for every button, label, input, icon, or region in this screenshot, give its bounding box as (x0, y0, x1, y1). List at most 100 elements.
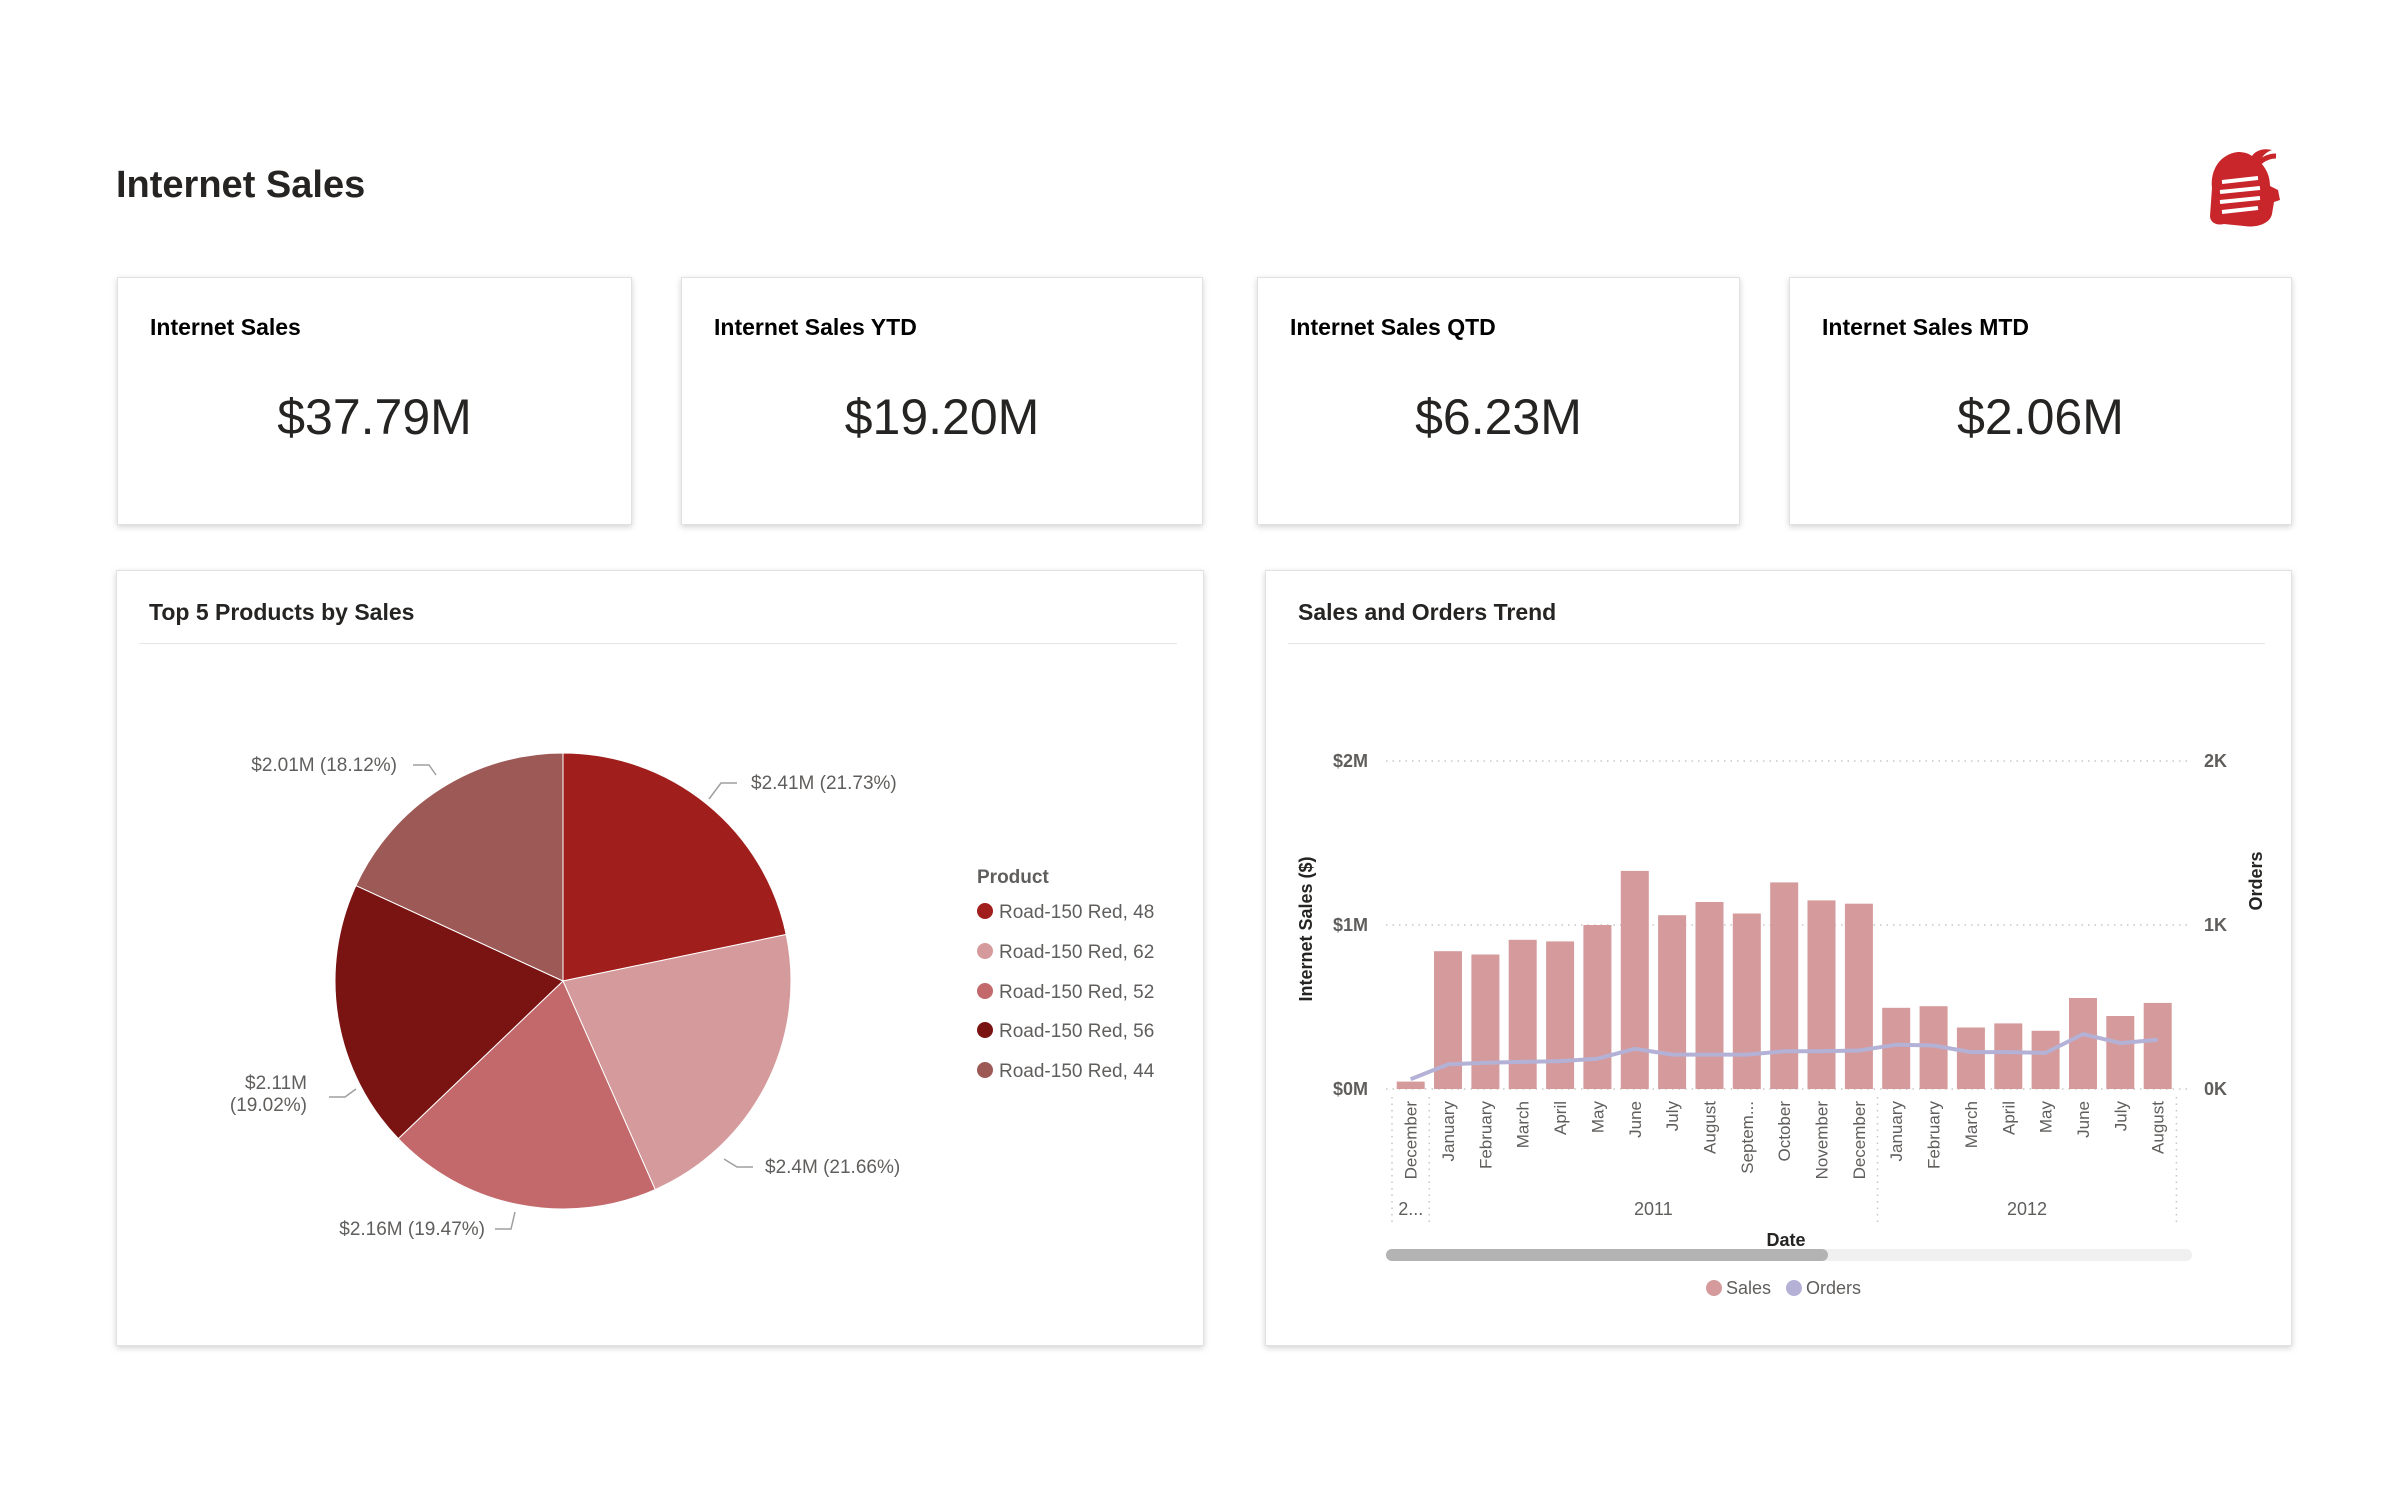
x-tick-label: November (1813, 1101, 1832, 1180)
sales-bar[interactable] (1695, 902, 1724, 1089)
y2-axis-title: Orders (2246, 851, 2266, 910)
y-axis-title: Internet Sales ($) (1296, 856, 1316, 1001)
sales-orders-trend-panel[interactable]: Sales and Orders Trend December January Fe… (1265, 570, 2292, 1346)
panel-divider (1288, 643, 2265, 644)
pie-slice[interactable] (355, 752, 564, 982)
sales-bar[interactable] (1882, 1007, 1911, 1089)
orders-line[interactable] (1409, 1032, 2158, 1082)
kpi-value: $37.79M (277, 389, 472, 445)
x-tick-label: May (2037, 1101, 2056, 1134)
x-tick-label: December (1402, 1101, 1421, 1180)
legend-item[interactable]: Road-150 Red, 62 (977, 942, 1154, 963)
sales-bar[interactable] (1844, 903, 1873, 1089)
x-tick-label: April (1551, 1101, 1570, 1135)
panel-title: Sales and Orders Trend (1298, 599, 1557, 625)
pie-data-label: (19.02%) (230, 1095, 307, 1116)
kpi-title: Internet Sales (150, 314, 301, 340)
kpi-card-internet-sales-mtd[interactable]: Internet Sales MTD $2.06M (1789, 277, 2292, 525)
panel-divider (139, 643, 1177, 644)
legend-label: Road-150 Red, 62 (999, 942, 1154, 963)
x-tick-label: February (1476, 1101, 1495, 1170)
combo-chart: December January February March April May June… (1296, 751, 2266, 1298)
sales-bar[interactable] (1583, 925, 1612, 1089)
pie-data-label: $2.4M (21.66%) (765, 1157, 900, 1178)
legend-item[interactable]: Road-150 Red, 56 (977, 1021, 1154, 1042)
sales-bar[interactable] (2106, 1016, 2135, 1089)
legend-marker (977, 943, 993, 959)
x-tick-label: October (1775, 1101, 1794, 1162)
kpi-card-internet-sales-qtd[interactable]: Internet Sales QTD $6.23M (1257, 277, 1740, 525)
x-group-label: 2012 (2007, 1199, 2047, 1219)
pie-data-label: $2.01M (18.12%) (251, 755, 397, 776)
sales-bar[interactable] (1546, 941, 1575, 1089)
sales-bar[interactable] (1508, 939, 1537, 1089)
legend-item[interactable]: Road-150 Red, 52 (977, 982, 1154, 1003)
sales-bar[interactable] (1994, 1023, 2023, 1089)
x-tick-label: January (1887, 1101, 1906, 1162)
legend-label: Sales (1726, 1278, 1771, 1298)
x-group-label: 2011 (1634, 1199, 1673, 1219)
sales-bar[interactable] (1807, 900, 1836, 1089)
legend-label: Road-150 Red, 48 (999, 902, 1154, 923)
leader-line (329, 1088, 357, 1098)
x-group-label: 2... (1398, 1199, 1423, 1219)
pie-slice[interactable] (562, 752, 787, 982)
sales-bar[interactable] (2069, 998, 2097, 1089)
x-tick-label: July (1663, 1101, 1682, 1132)
kpi-card-internet-sales[interactable]: Internet Sales $37.79M (117, 277, 632, 525)
pie-slice[interactable] (562, 933, 792, 1191)
sales-bar[interactable] (1471, 954, 1500, 1090)
y2-tick-label: 0K (2204, 1079, 2227, 1099)
legend-item[interactable]: Road-150 Red, 44 (977, 1061, 1155, 1082)
leader-line (708, 782, 737, 800)
pie-data-label: $2.41M (21.73%) (751, 773, 897, 794)
sales-bar[interactable] (1396, 1081, 1425, 1089)
x-tick-label: May (1588, 1101, 1607, 1134)
legend-item[interactable]: Orders (1786, 1278, 1861, 1298)
kpi-title: Internet Sales QTD (1290, 314, 1496, 340)
pie-slice[interactable] (397, 980, 656, 1210)
sales-bar[interactable] (1956, 1027, 1985, 1090)
x-tick-label: Septem... (1738, 1101, 1757, 1174)
pie-slice[interactable] (334, 884, 564, 1140)
x-tick-label: December (1850, 1101, 1869, 1180)
x-tick-label: January (1439, 1101, 1458, 1162)
x-tick-label: March (1962, 1101, 1981, 1148)
sales-bar[interactable] (2143, 1002, 2172, 1089)
x-tick-label: February (1925, 1101, 1944, 1170)
y-tick-label: $0M (1333, 1079, 1368, 1099)
kpi-value: $6.23M (1415, 389, 1582, 445)
legend-title: Product (977, 867, 1049, 888)
legend-item[interactable]: Road-150 Red, 48 (977, 902, 1154, 923)
sales-bar[interactable] (2031, 1030, 2060, 1089)
kpi-title: Internet Sales MTD (1822, 314, 2030, 340)
x-tick-label: August (2149, 1101, 2168, 1154)
y2-tick-label: 1K (2204, 915, 2227, 935)
page-title: Internet Sales (116, 164, 366, 206)
leader-line (495, 1211, 516, 1230)
panel-title: Top 5 Products by Sales (149, 599, 415, 625)
sales-bar[interactable] (1658, 915, 1687, 1089)
scrollbar-thumb (1386, 1249, 1828, 1261)
x-tick-label: July (2111, 1101, 2130, 1132)
pie-data-label: $2.11M (245, 1073, 307, 1094)
top-products-panel[interactable]: Top 5 Products by Sales $2.41M (21.73%) … (116, 570, 1204, 1346)
legend-marker-sales (1706, 1280, 1722, 1296)
x-axis-title: Date (1766, 1230, 1805, 1250)
sales-bar[interactable] (1732, 913, 1761, 1090)
x-tick-label: March (1514, 1101, 1533, 1148)
leader-line (723, 1158, 753, 1168)
legend-marker (977, 903, 993, 919)
scrollbar[interactable] (1386, 1249, 2192, 1261)
sales-bar[interactable] (1770, 882, 1799, 1089)
x-tick-label: June (1626, 1101, 1645, 1138)
y-tick-label: $2M (1333, 751, 1368, 771)
company-logo-icon (2210, 149, 2280, 227)
legend-label: Road-150 Red, 52 (999, 982, 1154, 1003)
legend-item[interactable]: Sales (1706, 1278, 1771, 1298)
kpi-card-internet-sales-ytd[interactable]: Internet Sales YTD $19.20M (681, 277, 1203, 525)
x-tick-label: April (1999, 1101, 2018, 1135)
kpi-value: $19.20M (844, 389, 1040, 445)
sales-bar[interactable] (1620, 870, 1649, 1089)
legend-marker (977, 1062, 993, 1078)
